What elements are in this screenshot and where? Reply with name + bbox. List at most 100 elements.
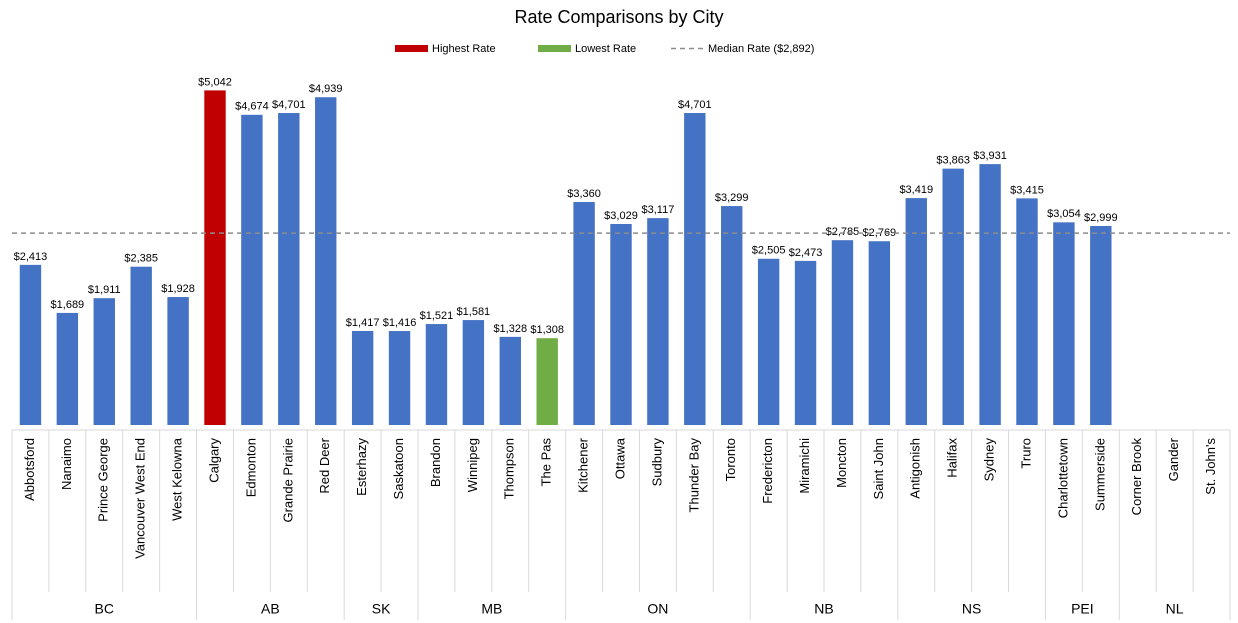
group-label: NL <box>1166 601 1184 617</box>
bar <box>757 258 780 425</box>
value-label: $3,419 <box>899 184 933 196</box>
bar <box>204 90 226 426</box>
x-tick-label: Brandon <box>428 438 443 487</box>
bar <box>56 312 79 425</box>
legend-label: Median Rate ($2,892) <box>708 43 814 55</box>
bar <box>167 297 189 425</box>
x-tick-label: Miramichi <box>797 438 812 494</box>
bar <box>721 206 743 425</box>
bar <box>647 218 669 425</box>
x-tick-label: Grande Prairie <box>280 438 295 523</box>
bar <box>979 164 1001 425</box>
value-label: $1,911 <box>88 284 121 296</box>
bar <box>315 97 337 425</box>
x-tick-label: Red Deer <box>317 437 332 493</box>
bar <box>868 241 891 425</box>
x-tick-label: Winnipeg <box>465 438 480 492</box>
bar <box>573 202 595 425</box>
legend-swatch <box>395 45 428 52</box>
value-label: $2,385 <box>124 253 158 265</box>
x-tick-label: Prince George <box>96 438 111 522</box>
x-tick-label: Gander <box>1166 437 1181 481</box>
value-label: $4,701 <box>678 99 712 111</box>
x-tick-label: Thompson <box>502 438 517 499</box>
legend-swatch <box>538 45 571 52</box>
bar <box>19 264 42 425</box>
value-label: $2,785 <box>826 226 860 238</box>
group-label: BC <box>95 601 114 617</box>
bar <box>942 168 964 425</box>
value-label: $3,054 <box>1047 208 1081 220</box>
bar <box>610 223 632 425</box>
bar <box>1090 225 1112 425</box>
bar <box>130 266 152 425</box>
bar <box>425 324 448 425</box>
x-tick-label: The Pas <box>539 438 554 487</box>
value-label: $1,689 <box>51 299 85 311</box>
value-label: $3,415 <box>1010 184 1044 196</box>
x-tick-label: Saskatoon <box>391 438 406 499</box>
x-tick-label: Halifax <box>945 438 960 478</box>
bar <box>93 298 115 425</box>
bar <box>462 320 485 425</box>
group-label: PEI <box>1071 601 1094 617</box>
x-tick-label: Vancouver West End <box>133 438 148 559</box>
bar <box>536 338 558 425</box>
x-tick-label: Abbotsford <box>22 438 37 501</box>
x-tick-label: Sudbury <box>649 438 664 487</box>
value-label: $1,328 <box>493 323 527 335</box>
value-label: $1,417 <box>346 317 380 329</box>
bar <box>794 260 817 425</box>
x-tick-label: St. John's <box>1203 438 1218 495</box>
x-tick-label: Sydney <box>982 438 997 482</box>
x-tick-label: Toronto <box>723 438 738 481</box>
group-label: NB <box>814 601 833 617</box>
bar <box>499 336 521 425</box>
x-tick-label: Nanaimo <box>59 438 74 490</box>
value-label: $3,117 <box>641 204 674 216</box>
x-tick-label: Truro <box>1018 438 1033 469</box>
value-label: $4,701 <box>272 99 306 111</box>
value-label: $3,863 <box>936 155 970 167</box>
x-tick-label: Summerside <box>1092 438 1107 511</box>
x-tick-label: Antigonish <box>908 438 923 499</box>
value-label: $2,473 <box>789 247 823 259</box>
value-label: $2,413 <box>14 251 48 263</box>
x-tick-label: West Kelowna <box>170 437 185 521</box>
x-tick-label: Moncton <box>834 438 849 488</box>
x-tick-label: Kitchener <box>576 437 591 493</box>
value-label: $5,042 <box>198 76 232 88</box>
x-tick-label: Fredericton <box>760 438 775 504</box>
bar <box>905 198 927 425</box>
bar <box>351 330 374 425</box>
value-label: $4,939 <box>309 83 343 95</box>
legend-label: Lowest Rate <box>575 43 636 55</box>
x-tick-label: Thunder Bay <box>686 438 701 513</box>
x-tick-label: Esterhazy <box>354 438 369 496</box>
value-label: $1,581 <box>457 306 491 318</box>
x-tick-label: Ottawa <box>612 437 627 479</box>
x-tick-label: Saint John <box>871 438 886 499</box>
bar <box>684 113 706 426</box>
value-label: $3,299 <box>715 192 749 204</box>
value-label: $1,308 <box>530 324 564 336</box>
bar <box>831 240 854 425</box>
group-label: AB <box>261 601 280 617</box>
x-tick-label: Calgary <box>206 438 221 483</box>
bar <box>278 113 300 426</box>
chart-title: Rate Comparisons by City <box>514 7 723 27</box>
bar <box>1016 198 1038 425</box>
legend-label: Highest Rate <box>432 43 496 55</box>
group-label: NS <box>962 601 981 617</box>
value-label: $3,931 <box>973 150 1007 162</box>
group-label: SK <box>372 601 391 617</box>
bar <box>1053 222 1075 425</box>
value-label: $1,521 <box>420 310 454 322</box>
group-label: MB <box>481 601 502 617</box>
value-label: $4,674 <box>235 101 269 113</box>
value-label: $1,416 <box>383 317 417 329</box>
value-label: $1,928 <box>161 283 195 295</box>
x-tick-label: Charlottetown <box>1055 438 1070 518</box>
